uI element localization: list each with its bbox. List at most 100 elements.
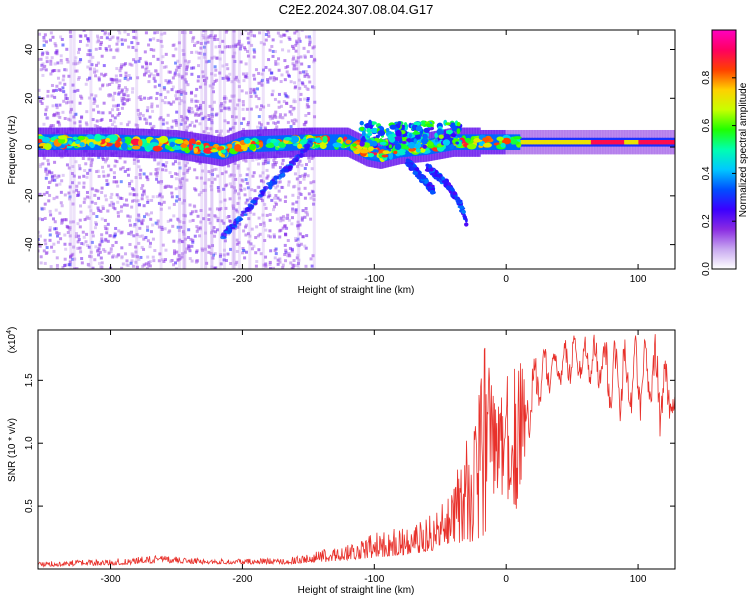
noise-speckle — [187, 106, 191, 110]
ridge-core — [541, 139, 545, 145]
noise-speckle — [191, 238, 195, 242]
noise-speckle — [77, 190, 81, 194]
noise-speckle — [221, 50, 225, 54]
noise-speckle — [216, 174, 220, 178]
noise-speckle — [70, 100, 74, 104]
noise-speckle — [233, 161, 237, 165]
noise-speckle — [276, 62, 280, 66]
noise-speckle — [118, 196, 122, 200]
noise-speckle — [98, 87, 102, 91]
noise-speckle — [150, 198, 154, 202]
noise-speckle — [101, 170, 105, 174]
noise-speckle — [313, 115, 317, 119]
ridge-core — [666, 139, 670, 145]
noise-speckle — [154, 69, 158, 73]
noise-speckle — [250, 43, 254, 47]
noise-speckle — [114, 74, 118, 78]
noise-speckle — [156, 73, 160, 77]
ridge-core — [573, 139, 576, 145]
noise-speckle — [53, 160, 57, 164]
noise-speckle — [74, 235, 78, 239]
noise-speckle — [109, 234, 113, 238]
ridge-blob — [108, 134, 118, 142]
noise-speckle — [46, 89, 50, 93]
noise-speckle — [68, 263, 72, 267]
noise-speckle — [195, 229, 199, 233]
ridge-core — [614, 139, 617, 145]
noise-speckle — [171, 76, 175, 80]
noise-speckle — [49, 265, 53, 269]
ridge-core — [552, 139, 556, 145]
ridge-band — [176, 136, 179, 153]
ridge-blob — [180, 143, 188, 149]
ridge-band — [328, 134, 331, 150]
noise-speckle — [117, 103, 121, 107]
noise-speckle — [87, 39, 91, 43]
noise-speckle — [43, 202, 47, 206]
noise-speckle — [246, 232, 250, 236]
noise-speckle — [164, 168, 168, 172]
noise-speckle — [259, 80, 263, 84]
branch-blob — [279, 169, 283, 175]
noise-speckle — [205, 76, 209, 80]
noise-speckle — [300, 163, 304, 167]
noise-speckle — [224, 30, 228, 34]
noise-speckle — [167, 206, 171, 210]
snr-x-tick-label: -100 — [364, 574, 384, 585]
noise-speckle — [244, 225, 248, 229]
noise-speckle — [301, 235, 305, 239]
ridge-core — [562, 139, 565, 145]
noise-speckle — [204, 30, 208, 33]
noise-speckle — [77, 234, 81, 238]
noise-speckle — [97, 196, 101, 200]
noise-speckle — [145, 266, 149, 269]
noise-speckle — [193, 234, 197, 238]
noise-speckle — [294, 210, 298, 214]
noise-speckle — [149, 211, 153, 215]
noise-speckle — [46, 116, 50, 120]
noise-speckle — [132, 198, 136, 202]
noise-speckle — [295, 200, 299, 204]
noise-speckle — [246, 36, 250, 40]
noise-speckle — [170, 175, 174, 179]
branch-blob — [228, 224, 233, 227]
noise-speckle — [77, 47, 81, 51]
noise-speckle — [53, 174, 57, 178]
ridge-core — [654, 139, 657, 145]
noise-speckle — [158, 192, 162, 196]
ridge-core — [570, 139, 573, 145]
noise-speckle — [295, 67, 299, 71]
noise-speckle — [243, 207, 247, 211]
ridge-core — [568, 139, 571, 145]
noise-speckle — [63, 117, 67, 121]
noise-speckle — [123, 38, 127, 42]
noise-speckle — [177, 228, 181, 232]
ridge-blob — [381, 154, 389, 158]
noise-speckle — [57, 232, 61, 236]
noise-speckle — [177, 96, 181, 100]
ridge-blob — [319, 142, 327, 150]
noise-speckle — [198, 122, 202, 126]
noise-speckle — [78, 246, 82, 250]
noise-speckle — [132, 234, 136, 238]
noise-speckle — [188, 219, 192, 223]
noise-speckle — [289, 104, 293, 108]
noise-speckle — [241, 103, 245, 107]
noise-speckle — [167, 184, 171, 188]
noise-speckle — [210, 107, 214, 111]
noise-speckle — [101, 165, 105, 169]
noise-speckle — [181, 74, 185, 78]
noise-speckle — [266, 80, 270, 84]
cloud-blob — [375, 134, 380, 139]
noise-speckle — [134, 254, 138, 258]
noise-speckle — [38, 57, 40, 61]
noise-speckle — [60, 220, 64, 224]
cloud-blob — [411, 124, 416, 131]
branch-blob — [454, 196, 459, 201]
noise-speckle — [233, 77, 237, 81]
cloud-blob — [361, 130, 366, 138]
noise-speckle — [97, 76, 101, 80]
noise-speckle — [190, 107, 194, 111]
noise-speckle — [224, 96, 228, 100]
noise-speckle — [274, 115, 278, 119]
